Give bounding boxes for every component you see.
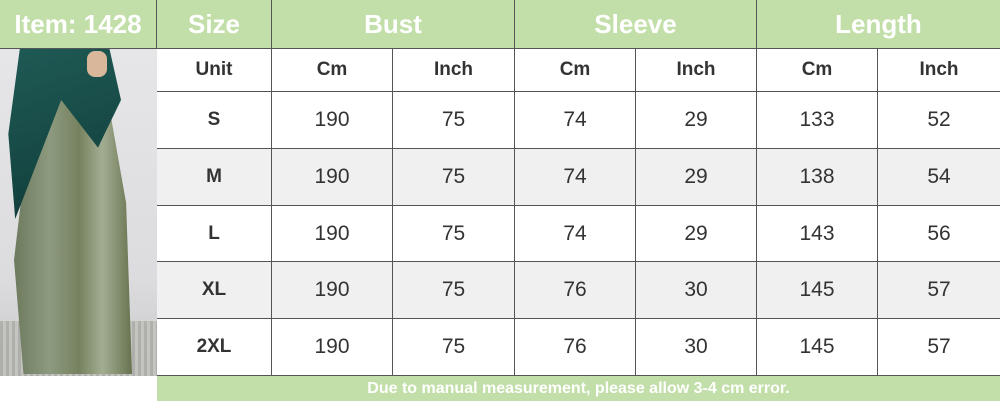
header-sleeve: Sleeve bbox=[515, 0, 757, 49]
cell-bust-inch: 75 bbox=[393, 149, 515, 206]
cell-size: L bbox=[157, 206, 272, 262]
cell-sleeve-inch: 30 bbox=[636, 262, 757, 319]
header-length: Length bbox=[757, 0, 1000, 49]
cell-bust-cm: 190 bbox=[272, 149, 393, 206]
cell-length-inch: 56 bbox=[878, 206, 1000, 262]
cell-length-inch: 57 bbox=[878, 262, 1000, 319]
cell-sleeve-cm: 74 bbox=[515, 206, 636, 262]
cell-length-cm: 145 bbox=[757, 319, 878, 376]
cell-sleeve-cm: 76 bbox=[515, 319, 636, 376]
footer-note: Due to manual measurement, please allow … bbox=[157, 376, 1000, 401]
cell-sleeve-inch: 29 bbox=[636, 92, 757, 149]
cell-length-cm: 133 bbox=[757, 92, 878, 149]
cell-length-inch: 57 bbox=[878, 319, 1000, 376]
cell-length-cm: 143 bbox=[757, 206, 878, 262]
cell-length-cm: 138 bbox=[757, 149, 878, 206]
cell-size: 2XL bbox=[157, 319, 272, 376]
hand bbox=[87, 51, 107, 77]
unit-cell-bust-inch: Inch bbox=[393, 49, 515, 92]
unit-cell-length-inch: Inch bbox=[878, 49, 1000, 92]
header-size: Size bbox=[157, 0, 272, 49]
cell-length-inch: 54 bbox=[878, 149, 1000, 206]
cell-bust-inch: 75 bbox=[393, 319, 515, 376]
cell-bust-cm: 190 bbox=[272, 262, 393, 319]
cell-bust-cm: 190 bbox=[272, 92, 393, 149]
cell-size: S bbox=[157, 92, 272, 149]
product-photo bbox=[0, 49, 157, 376]
cell-length-cm: 145 bbox=[757, 262, 878, 319]
cell-sleeve-cm: 74 bbox=[515, 92, 636, 149]
cell-sleeve-cm: 74 bbox=[515, 149, 636, 206]
cell-bust-cm: 190 bbox=[272, 206, 393, 262]
cell-size: XL bbox=[157, 262, 272, 319]
unit-cell-size: Unit bbox=[157, 49, 272, 92]
cell-sleeve-inch: 30 bbox=[636, 319, 757, 376]
cell-size: M bbox=[157, 149, 272, 206]
cell-sleeve-inch: 29 bbox=[636, 149, 757, 206]
unit-cell-sleeve-cm: Cm bbox=[515, 49, 636, 92]
cell-length-inch: 52 bbox=[878, 92, 1000, 149]
cell-sleeve-cm: 76 bbox=[515, 262, 636, 319]
unit-cell-bust-cm: Cm bbox=[272, 49, 393, 92]
unit-cell-sleeve-inch: Inch bbox=[636, 49, 757, 92]
cell-bust-inch: 75 bbox=[393, 206, 515, 262]
cell-bust-inch: 75 bbox=[393, 92, 515, 149]
header-bust: Bust bbox=[272, 0, 515, 49]
cell-bust-inch: 75 bbox=[393, 262, 515, 319]
cell-bust-cm: 190 bbox=[272, 319, 393, 376]
unit-cell-length-cm: Cm bbox=[757, 49, 878, 92]
item-number: Item: 1428 bbox=[0, 0, 157, 49]
cell-sleeve-inch: 29 bbox=[636, 206, 757, 262]
